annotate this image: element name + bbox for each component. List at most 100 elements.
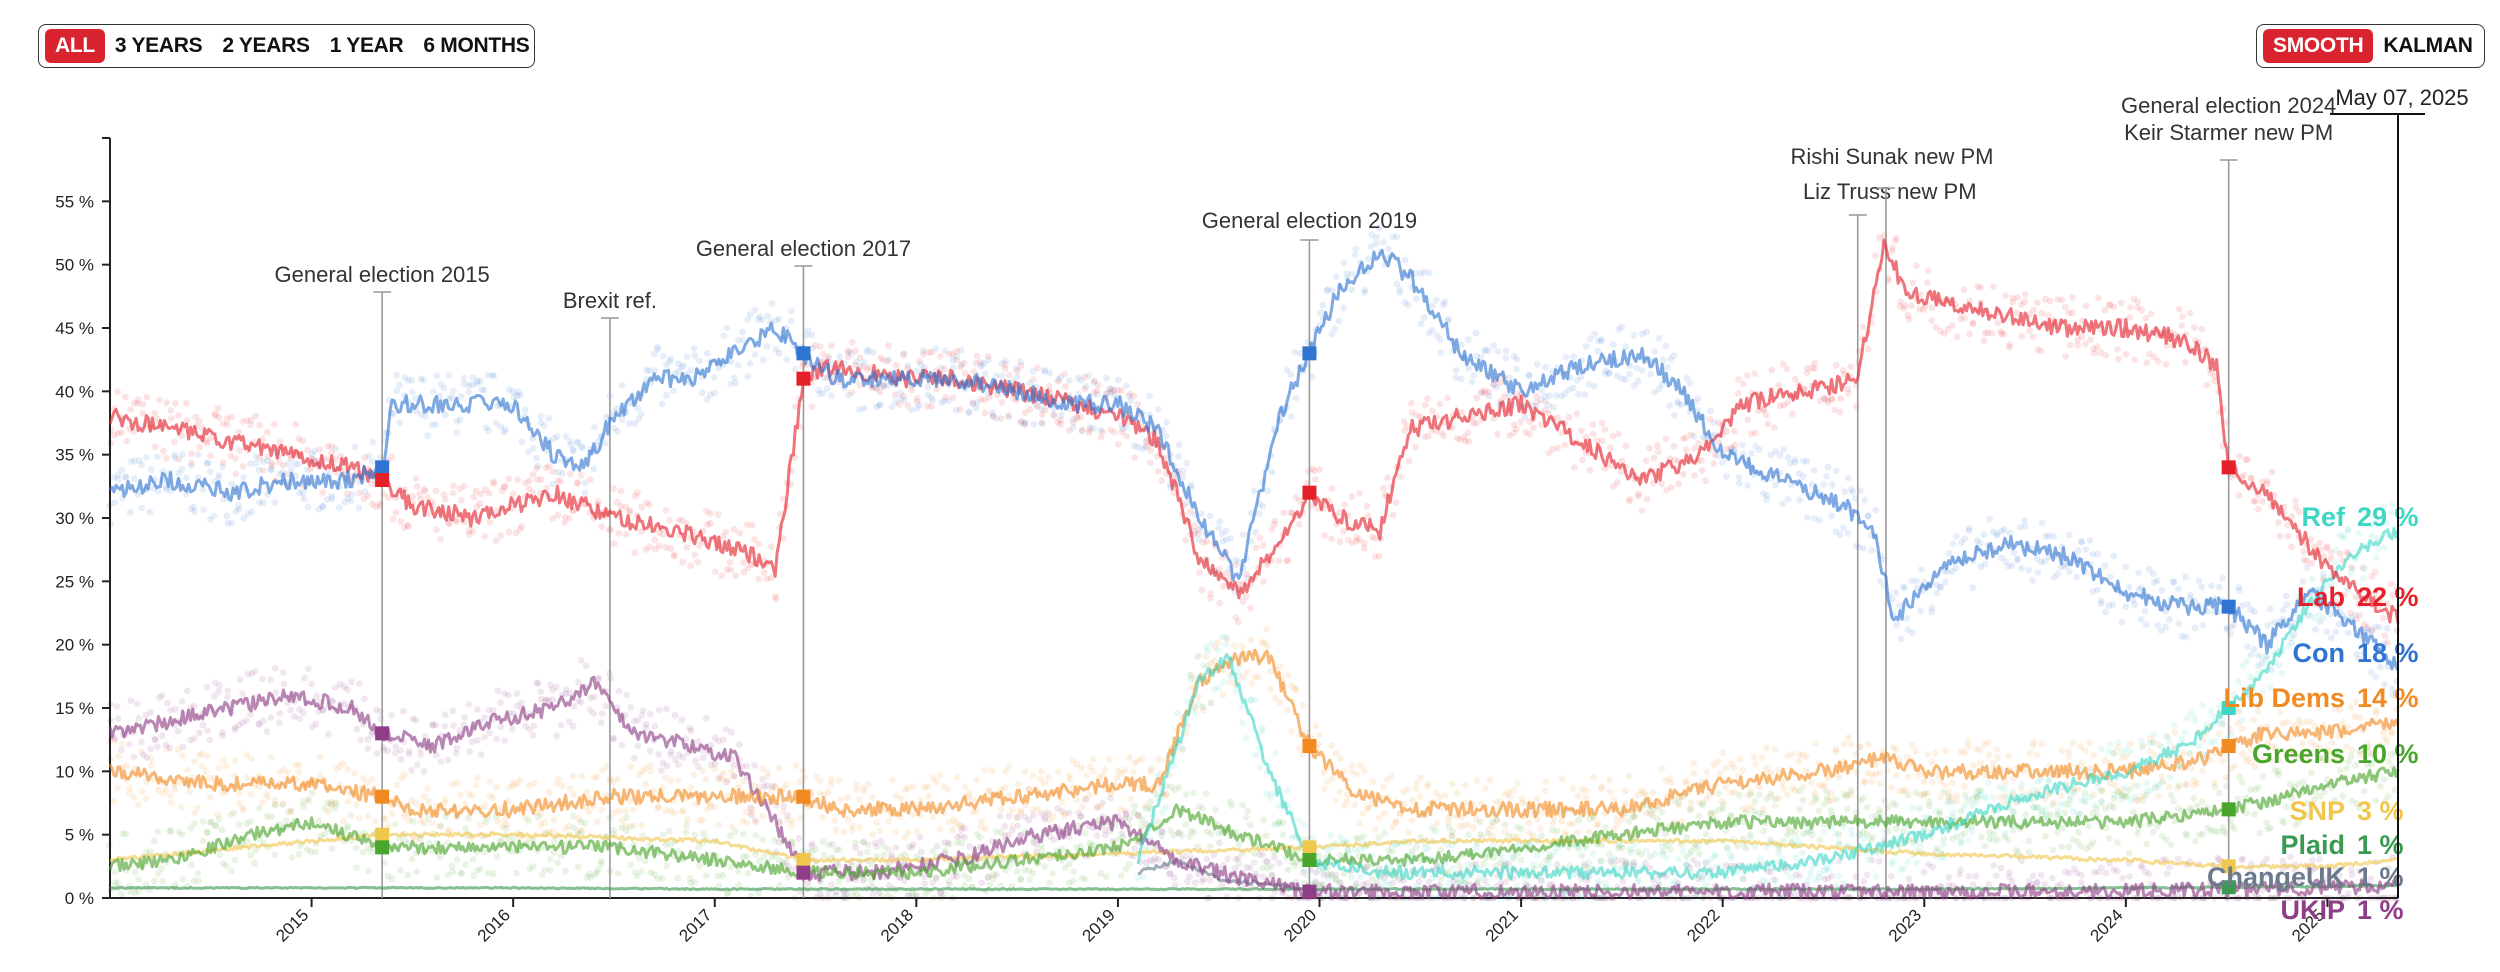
poll-dot (1533, 795, 1541, 803)
poll-dot (659, 831, 667, 838)
poll-dot (541, 422, 548, 430)
poll-dot (546, 855, 554, 863)
poll-dot (1234, 618, 1242, 626)
range-3-years-button[interactable]: 3 YEARS (114, 34, 203, 57)
poll-dot (1994, 319, 2002, 327)
poll-dot (2379, 614, 2387, 622)
poll-dot (775, 315, 783, 323)
poll-dot (577, 828, 585, 836)
poll-dot (623, 814, 631, 821)
poll-dot (1291, 348, 1299, 356)
poll-dot (1840, 524, 1847, 532)
poll-dot (147, 708, 155, 716)
poll-dot (2037, 347, 2045, 355)
poll-dot (304, 503, 312, 511)
range-all-button[interactable]: ALL (45, 29, 105, 63)
poll-dot (246, 460, 254, 467)
poll-dot (1783, 791, 1791, 798)
poll-dot (1731, 441, 1739, 449)
poll-dot (384, 747, 392, 755)
poll-dot (1859, 794, 1867, 802)
poll-dot (497, 423, 505, 431)
smooth-mode-button[interactable]: SMOOTH (2263, 29, 2374, 63)
poll-dot (1868, 546, 1876, 554)
poll-dot (130, 475, 138, 482)
poll-dot (1078, 426, 1086, 434)
poll-dot (993, 871, 1000, 879)
poll-dot (873, 819, 881, 826)
poll-dot (1005, 412, 1012, 419)
poll-dot (1506, 793, 1514, 800)
poll-dot (1574, 828, 1581, 836)
poll-dot (2383, 625, 2391, 632)
poll-dot (847, 350, 855, 358)
poll-dot (174, 727, 182, 735)
poll-dot (808, 344, 816, 352)
kalman-mode-button[interactable]: KALMAN (2383, 34, 2473, 57)
poll-dot (678, 716, 686, 724)
poll-dot (1147, 446, 1154, 454)
poll-dot (191, 820, 198, 827)
poll-dot (231, 757, 239, 765)
poll-dot (1348, 270, 1356, 278)
poll-dot (2074, 828, 2082, 836)
range-6-months-button[interactable]: 6 MONTHS (423, 34, 530, 57)
poll-dot (1812, 740, 1820, 747)
poll-dot (1328, 485, 1336, 492)
poll-dot (453, 779, 461, 787)
poll-dot (1513, 355, 1521, 363)
poll-dot (2187, 764, 2195, 772)
poll-dot (614, 775, 621, 783)
poll-dot (2078, 538, 2086, 546)
poll-dot (123, 437, 131, 445)
poll-dot (1533, 392, 1540, 400)
poll-dot (388, 712, 395, 719)
poll-dot (1796, 496, 1803, 504)
poll-dot (299, 437, 307, 445)
poll-dot (1065, 772, 1073, 779)
poll-dot (2288, 543, 2295, 551)
poll-dot (739, 328, 746, 336)
poll-dot (1465, 438, 1473, 446)
poll-dot (578, 772, 586, 780)
poll-dot (651, 367, 659, 375)
poll-dot (913, 827, 921, 835)
poll-dot (1449, 780, 1456, 788)
poll-dot (1125, 753, 1133, 761)
poll-dot (469, 528, 477, 535)
poll-dot (171, 438, 178, 446)
poll-dot (1336, 538, 1344, 546)
poll-dot (730, 772, 738, 780)
poll-dot (1081, 385, 1089, 393)
poll-dot (2046, 297, 2054, 305)
poll-dot (529, 732, 537, 739)
range-2-years-button[interactable]: 2 YEARS (222, 34, 310, 57)
poll-dot (312, 848, 319, 856)
poll-dot (1948, 779, 1956, 786)
poll-dot (2010, 549, 2018, 557)
poll-dot (1239, 531, 1247, 538)
poll-dot (163, 399, 171, 407)
poll-dot (1904, 773, 1912, 781)
range-1-year-button[interactable]: 1 YEAR (329, 34, 404, 57)
poll-dot (860, 404, 868, 412)
poll-dot (1482, 785, 1489, 792)
poll-dot (223, 693, 231, 701)
poll-dot (243, 717, 250, 724)
poll-dot (1198, 586, 1206, 594)
poll-dot (2013, 555, 2021, 562)
poll-dot (2038, 519, 2046, 527)
poll-dot (1250, 859, 1258, 866)
poll-dot (401, 771, 408, 778)
poll-dot (1533, 398, 1541, 406)
poll-dot (2182, 573, 2189, 581)
poll-dot (908, 387, 915, 394)
poll-dot (1618, 323, 1625, 331)
poll-dot (2131, 356, 2139, 364)
poll-dot (1573, 410, 1581, 417)
poll-dot (1731, 427, 1738, 435)
poll-dot (441, 411, 449, 419)
poll-dot (147, 745, 155, 753)
poll-dot (348, 491, 356, 498)
